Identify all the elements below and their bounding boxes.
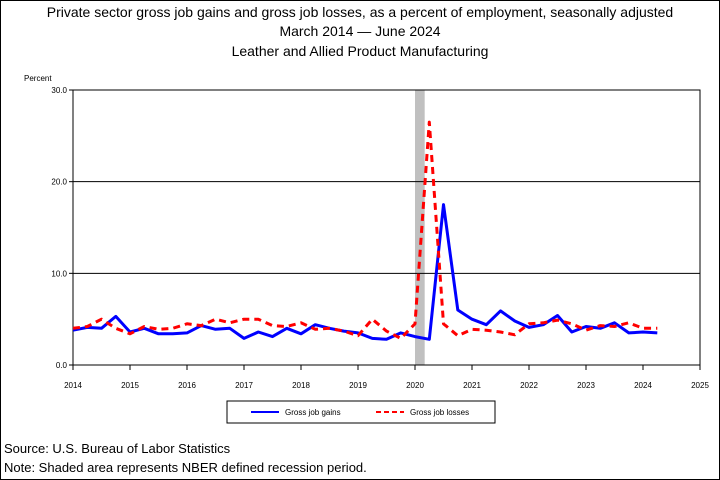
recession-shading [415,90,425,365]
x-tick-label: 2025 [691,381,709,390]
x-tick-label: 2014 [64,381,82,390]
x-tick-label: 2019 [349,381,367,390]
x-tick-label: 2024 [634,381,652,390]
x-tick-label: 2017 [235,381,253,390]
source-note: Source: U.S. Bureau of Labor Statistics [4,441,231,456]
x-tick-label: 2023 [577,381,595,390]
x-tick-label: 2016 [178,381,196,390]
y-tick-label: 10.0 [51,269,67,278]
x-tick-label: 2018 [292,381,310,390]
y-tick-label: 20.0 [51,178,67,187]
chart-title: Private sector gross job gains and gross… [46,4,674,20]
legend-box [226,400,496,424]
legend-label: Gross job losses [410,408,469,417]
legend-label: Gross job gains [285,408,341,417]
recession-note: Note: Shaded area represents NBER define… [4,460,367,475]
gross-job-gains-line [72,203,658,341]
chart-industry: Leather and Allied Product Manufacturing [231,43,489,59]
gross-job-losses-line [72,120,658,340]
x-tick-label: 2021 [463,381,481,390]
x-tick-label: 2015 [121,381,139,390]
x-tick-label: 2020 [406,381,424,390]
plot-area [72,89,701,366]
x-tick-label: 2022 [520,381,538,390]
y-tick-label: 30.0 [51,86,67,95]
y-axis-label: Percent [24,74,52,83]
y-tick-label: 0.0 [56,361,68,370]
chart-date-range: March 2014 — June 2024 [279,23,441,39]
